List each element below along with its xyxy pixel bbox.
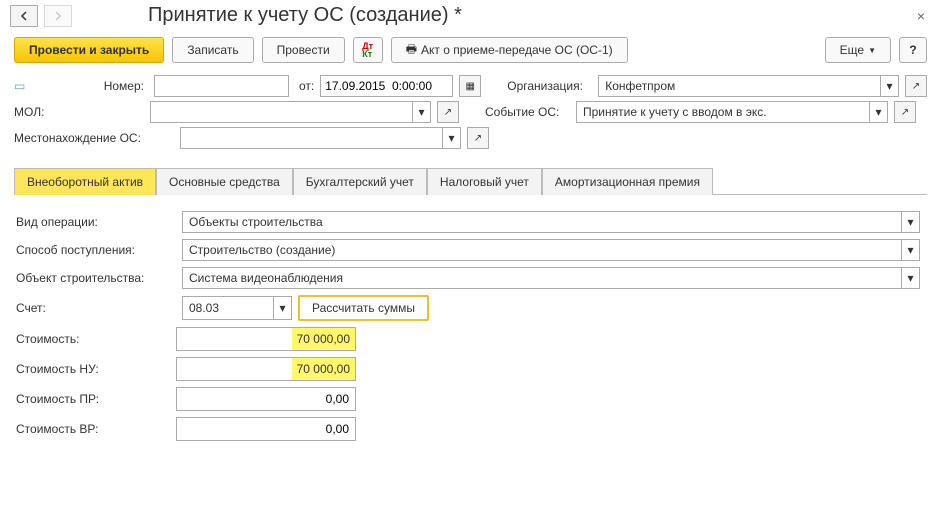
chevron-down-icon: ▾: [901, 212, 919, 232]
tab-non-current-asset[interactable]: Внеоборотный актив: [14, 168, 156, 195]
nav-back-button[interactable]: [10, 5, 38, 27]
calendar-button[interactable]: ▦: [459, 75, 481, 97]
operation-type-select[interactable]: Объекты строительства ▾: [182, 211, 920, 233]
help-button[interactable]: ?: [899, 37, 927, 63]
external-icon: ↗: [444, 107, 452, 118]
location-label: Местонахождение ОС:: [14, 131, 174, 145]
external-icon: ↗: [912, 81, 920, 92]
cost-highlight: 70 000,00: [292, 328, 355, 350]
location-open-button[interactable]: ↗: [467, 127, 489, 149]
tab-fixed-assets[interactable]: Основные средства: [156, 168, 293, 195]
tab-tax[interactable]: Налоговый учет: [427, 168, 542, 195]
print-act-button[interactable]: 🖶 Акт о приеме-передаче ОС (ОС-1): [391, 37, 628, 63]
mol-select[interactable]: ▾: [150, 101, 431, 123]
receipt-method-value: Строительство (создание): [183, 243, 901, 257]
chevron-down-icon: ▾: [273, 297, 291, 319]
construction-object-value: Система видеонаблюдения: [183, 271, 901, 285]
header-form: ▭ Номер: от: ▦ Организация: Конфетпром ▾…: [0, 69, 941, 163]
cost-vr-input[interactable]: [176, 417, 356, 441]
operation-type-label: Вид операции:: [16, 215, 176, 229]
tab-depreciation-bonus[interactable]: Амортизационная премия: [542, 168, 713, 195]
save-button[interactable]: Записать: [172, 37, 253, 63]
organization-select[interactable]: Конфетпром ▾: [598, 75, 899, 97]
cost-pr-input[interactable]: [176, 387, 356, 411]
event-select[interactable]: Принятие к учету с вводом в экс. ▾: [576, 101, 888, 123]
chevron-down-icon: ▾: [901, 240, 919, 260]
event-label: Событие ОС:: [485, 105, 570, 119]
calculate-amounts-button[interactable]: Рассчитать суммы: [298, 295, 429, 321]
nav-forward-button[interactable]: [44, 5, 72, 27]
debit-credit-button[interactable]: ДтКт: [353, 37, 383, 63]
organization-label: Организация:: [507, 79, 592, 93]
more-button[interactable]: Еще ▼: [825, 37, 891, 63]
account-value: 08.03: [183, 301, 273, 315]
more-label: Еще: [840, 43, 864, 57]
account-select[interactable]: 08.03 ▾: [182, 296, 292, 320]
close-button[interactable]: ×: [911, 8, 931, 24]
chevron-down-icon: ▾: [412, 102, 430, 122]
bookmark-icon: ▭: [14, 79, 30, 93]
number-label: Номер:: [36, 79, 148, 93]
from-label: от:: [299, 79, 314, 93]
location-select[interactable]: ▾: [180, 127, 461, 149]
calendar-icon: ▦: [466, 81, 475, 92]
external-icon: ↗: [474, 133, 482, 144]
chevron-down-icon: ▼: [868, 46, 876, 55]
organization-open-button[interactable]: ↗: [905, 75, 927, 97]
tab-accounting[interactable]: Бухгалтерский учет: [293, 168, 427, 195]
date-input[interactable]: [320, 75, 453, 97]
cost-nu-label: Стоимость НУ:: [16, 362, 176, 376]
command-bar: Провести и закрыть Записать Провести ДтК…: [0, 31, 941, 69]
post-button[interactable]: Провести: [262, 37, 345, 63]
post-and-close-button[interactable]: Провести и закрыть: [14, 37, 164, 63]
cost-vr-label: Стоимость ВР:: [16, 422, 176, 436]
window-title: Принятие к учету ОС (создание) *: [148, 4, 462, 27]
operation-type-value: Объекты строительства: [183, 215, 901, 229]
mol-label: МОЛ:: [14, 105, 144, 119]
construction-object-label: Объект строительства:: [16, 271, 176, 285]
chevron-down-icon: ▾: [442, 128, 460, 148]
cost-label: Стоимость:: [16, 332, 176, 346]
receipt-method-select[interactable]: Строительство (создание) ▾: [182, 239, 920, 261]
receipt-method-label: Способ поступления:: [16, 243, 176, 257]
print-act-label: Акт о приеме-передаче ОС (ОС-1): [421, 43, 613, 57]
chevron-down-icon: ▾: [869, 102, 887, 122]
cost-pr-label: Стоимость ПР:: [16, 392, 176, 406]
tab-strip: Внеоборотный актив Основные средства Бух…: [14, 167, 927, 195]
chevron-down-icon: ▾: [901, 268, 919, 288]
construction-object-select[interactable]: Система видеонаблюдения ▾: [182, 267, 920, 289]
tab-non-current-asset-panel: Вид операции: Объекты строительства ▾ Сп…: [0, 195, 941, 457]
event-open-button[interactable]: ↗: [894, 101, 916, 123]
organization-value: Конфетпром: [599, 79, 880, 93]
chevron-down-icon: ▾: [880, 76, 898, 96]
printer-icon: 🖶: [406, 40, 417, 61]
account-label: Счет:: [16, 301, 176, 315]
event-value: Принятие к учету с вводом в экс.: [577, 105, 869, 119]
number-input[interactable]: [154, 75, 289, 97]
mol-open-button[interactable]: ↗: [437, 101, 459, 123]
cost-nu-highlight: 70 000,00: [292, 358, 355, 380]
external-icon: ↗: [901, 107, 909, 118]
title-bar: Принятие к учету ОС (создание) * ×: [0, 0, 941, 31]
